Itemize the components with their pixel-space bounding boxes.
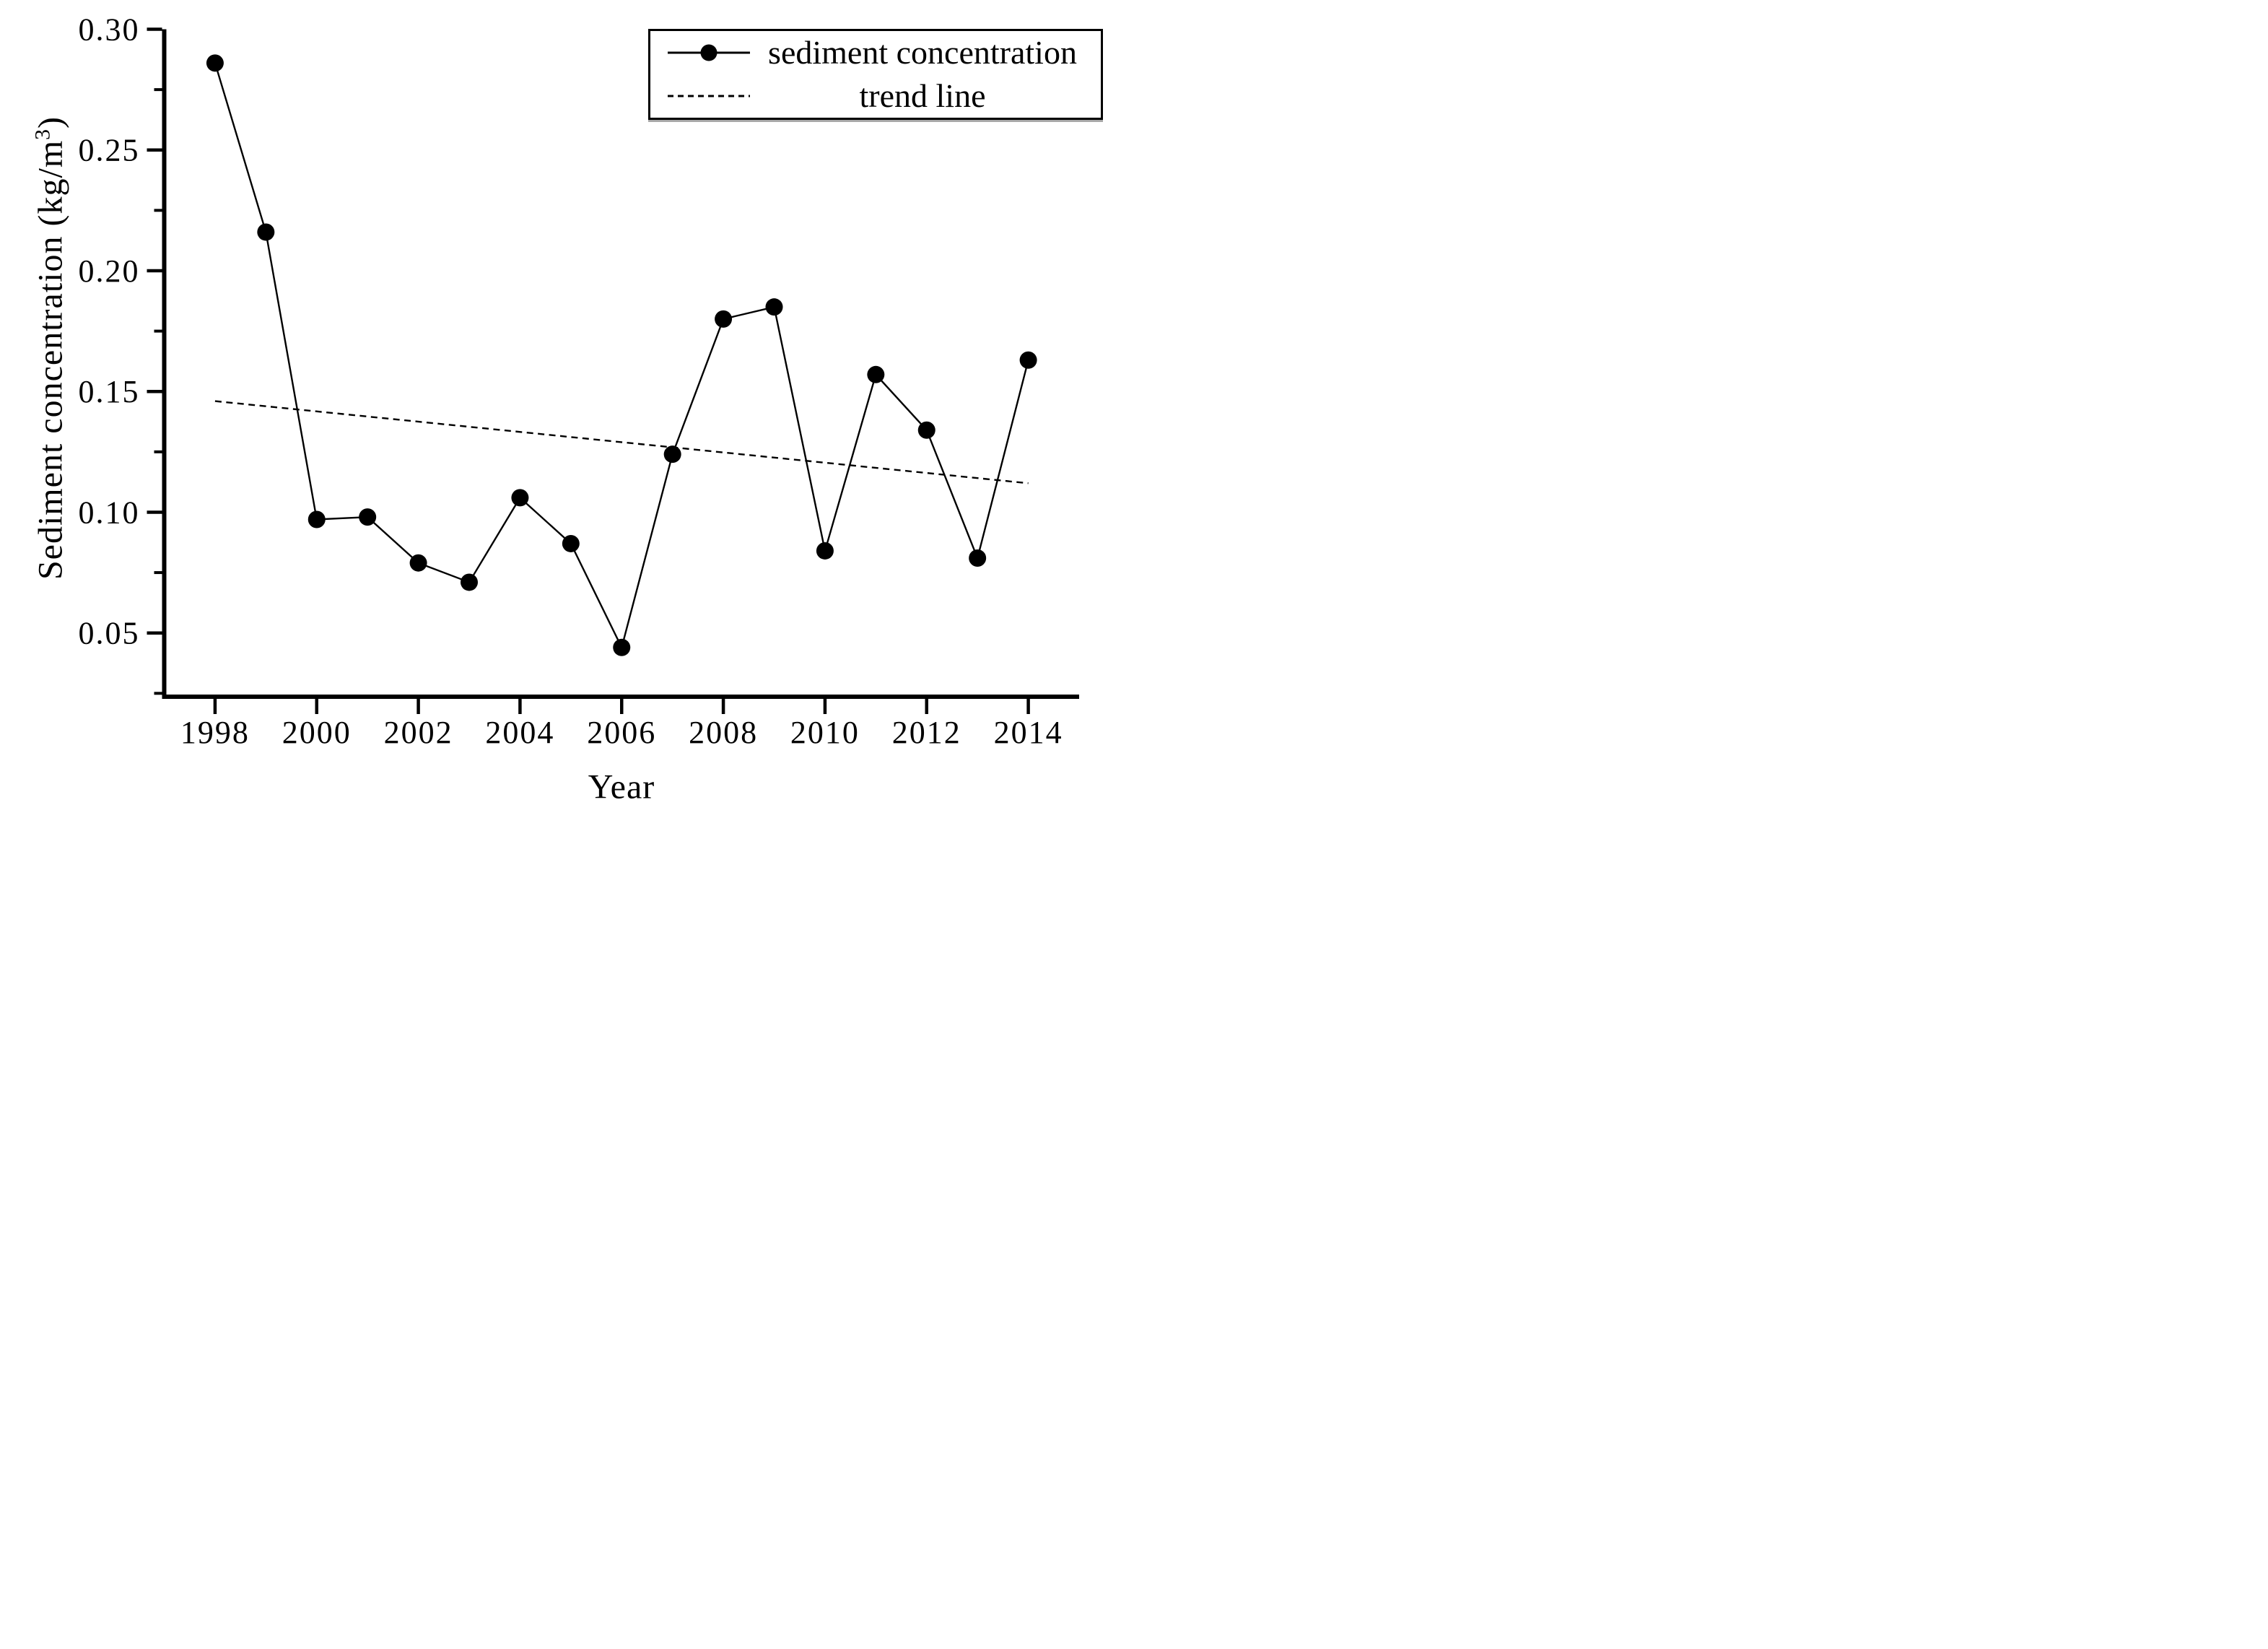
x-axis-title: Year: [588, 767, 655, 806]
data-point-2004: [511, 489, 529, 507]
data-point-2006: [613, 638, 631, 656]
trend-line: [214, 400, 1029, 484]
y-tick-label-0.05: 0.05: [79, 616, 140, 651]
data-point-2012: [917, 421, 935, 439]
legend-item-trend-line: trend line: [650, 74, 1101, 118]
y-tick-label-0.10: 0.10: [79, 495, 140, 530]
data-point-1998: [206, 54, 224, 72]
x-tick-label-2002: 2002: [384, 715, 453, 750]
data-point-2008: [715, 310, 733, 328]
data-point-2010: [816, 541, 834, 560]
y-tick-label-0.30: 0.30: [79, 12, 140, 48]
x-tick-label-2006: 2006: [587, 715, 656, 750]
data-point-1999: [257, 223, 275, 241]
x-tick-label-2008: 2008: [689, 715, 758, 750]
data-point-2005: [562, 534, 580, 552]
chart-canvas: 0.30 0.25 0.20 0.15 0.10 0.05 1998 2000 2002 2004…: [79, 12, 1079, 750]
legend-line-dot-icon: [668, 44, 750, 61]
x-tick-label-2010: 2010: [790, 715, 860, 750]
y-axis-title-close: ): [31, 116, 70, 129]
data-point-2007: [663, 445, 681, 464]
sediment-concentration-line: [214, 62, 1029, 651]
legend-dashed-line-icon: [668, 95, 750, 97]
legend-label-sediment-concentration: sediment concentration: [768, 34, 1077, 71]
x-tick-label-2012: 2012: [892, 715, 961, 750]
x-tick-label-1998: 1998: [180, 715, 250, 750]
y-axis-title: Sediment concentration (kg/m3): [31, 116, 71, 580]
data-point-2002: [409, 554, 427, 572]
data-point-2011: [867, 365, 885, 383]
y-tick-label-0.25: 0.25: [79, 133, 140, 168]
y-tick-label-0.15: 0.15: [79, 374, 140, 409]
data-point-2003: [461, 573, 478, 591]
legend-label-trend-line: trend line: [859, 77, 986, 114]
sediment-concentration-figure: 0.30 0.25 0.20 0.15 0.10 0.05 1998 2000 2002 2004…: [0, 0, 1134, 824]
legend: sediment concentration trend line: [648, 29, 1103, 120]
x-tick-label-2000: 2000: [282, 715, 352, 750]
y-tick-label-0.20: 0.20: [79, 253, 140, 289]
data-point-2009: [765, 298, 783, 316]
legend-item-sediment-concentration: sediment concentration: [650, 31, 1101, 74]
data-point-2014: [1019, 351, 1037, 369]
data-point-2013: [969, 549, 987, 567]
y-axis-title-text: Sediment concentration (kg/m: [31, 139, 70, 580]
data-point-2000: [308, 510, 326, 528]
y-axis-title-superscript: 3: [30, 128, 55, 140]
x-tick-label-2004: 2004: [485, 715, 554, 750]
x-tick-label-2014: 2014: [994, 715, 1063, 750]
data-point-2001: [359, 508, 377, 526]
